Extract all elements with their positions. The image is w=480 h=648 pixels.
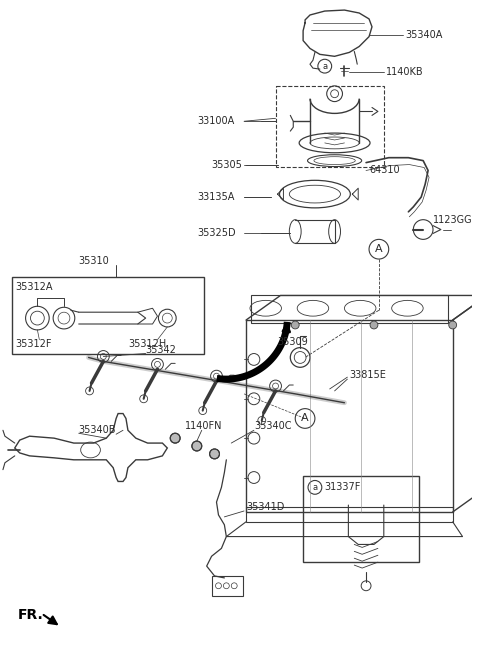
- Text: 35312F: 35312F: [16, 339, 52, 349]
- Text: 35340B: 35340B: [79, 425, 116, 435]
- Text: 35305: 35305: [212, 159, 242, 170]
- Text: 33100A: 33100A: [197, 116, 234, 126]
- Bar: [246, 507, 453, 522]
- Text: 35340A: 35340A: [406, 30, 443, 40]
- Bar: [303, 476, 419, 562]
- Circle shape: [449, 321, 456, 329]
- Text: 35342: 35342: [145, 345, 177, 354]
- Circle shape: [370, 321, 378, 329]
- Text: 35325D: 35325D: [197, 229, 236, 238]
- Text: a: a: [312, 483, 317, 492]
- Text: 1123GG: 1123GG: [433, 214, 473, 225]
- Text: 64310: 64310: [369, 165, 400, 176]
- Text: 35341D: 35341D: [246, 502, 285, 512]
- Text: 33815E: 33815E: [349, 370, 386, 380]
- Text: A: A: [375, 244, 383, 254]
- Text: 33135A: 33135A: [197, 192, 234, 202]
- Bar: [12, 277, 204, 354]
- Text: 1140KB: 1140KB: [386, 67, 423, 77]
- Bar: [212, 576, 243, 596]
- Text: 35310: 35310: [78, 256, 109, 266]
- Circle shape: [210, 449, 219, 459]
- Text: 35312H: 35312H: [128, 339, 166, 349]
- Text: 31337F: 31337F: [325, 482, 361, 492]
- Text: a: a: [322, 62, 327, 71]
- Text: A: A: [301, 413, 309, 424]
- Bar: [251, 295, 448, 323]
- Bar: [276, 86, 384, 167]
- Text: 35340C: 35340C: [254, 421, 291, 432]
- Text: FR.: FR.: [18, 608, 44, 622]
- Text: 35309: 35309: [277, 337, 308, 347]
- Circle shape: [192, 441, 202, 451]
- Bar: [246, 320, 453, 512]
- Text: 1140FN: 1140FN: [185, 421, 223, 432]
- Circle shape: [291, 321, 299, 329]
- Circle shape: [170, 434, 180, 443]
- Text: 35312A: 35312A: [16, 282, 53, 292]
